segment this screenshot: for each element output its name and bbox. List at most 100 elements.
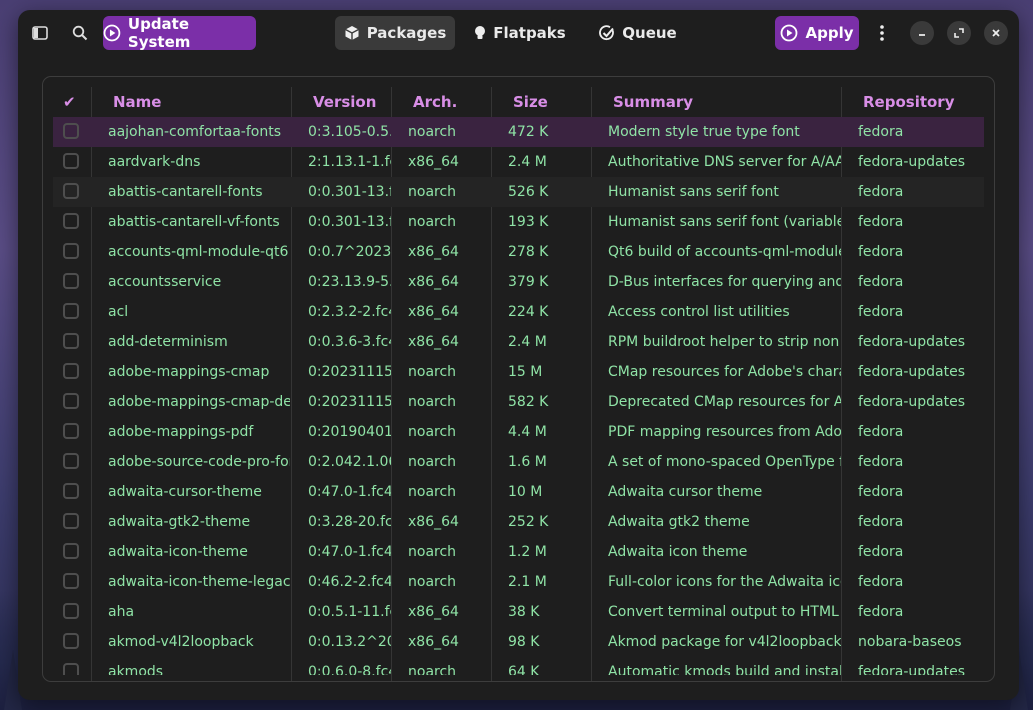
update-system-label: Update System bbox=[127, 15, 191, 51]
tab-flatpaks[interactable]: Flatpaks bbox=[465, 16, 575, 50]
column-header-arch[interactable]: Arch. bbox=[413, 93, 458, 111]
row-checkbox[interactable] bbox=[63, 663, 79, 675]
row-checkbox[interactable] bbox=[63, 333, 79, 349]
table-row[interactable]: accountsservice 0:23.13.9-5.f x86_64 379 K D… bbox=[53, 267, 984, 297]
row-checkbox[interactable] bbox=[63, 183, 79, 199]
package-repository: fedora bbox=[858, 424, 904, 440]
package-version: 0:3.28-20.fc4 bbox=[308, 514, 391, 530]
package-version: 0:0.6.0-8.fc4 bbox=[308, 664, 391, 675]
row-checkbox[interactable] bbox=[63, 573, 79, 589]
package-summary: Full-color icons for the Adwaita ico bbox=[608, 574, 841, 590]
row-checkbox[interactable] bbox=[63, 123, 79, 139]
table-row[interactable]: abattis-cantarell-vf-fonts 0:0.301-13.fc n… bbox=[53, 207, 984, 237]
package-size: 1.2 M bbox=[508, 544, 547, 560]
apply-button[interactable]: Apply bbox=[775, 16, 859, 50]
package-size: 1.6 M bbox=[508, 454, 547, 470]
row-checkbox[interactable] bbox=[63, 393, 79, 409]
package-summary: Humanist sans serif font (variable) bbox=[608, 214, 841, 230]
main-menu-button[interactable] bbox=[867, 18, 897, 48]
package-size: 15 M bbox=[508, 364, 543, 380]
row-checkbox[interactable] bbox=[63, 243, 79, 259]
row-checkbox[interactable] bbox=[63, 453, 79, 469]
column-header-version[interactable]: Version bbox=[313, 93, 377, 111]
table-row[interactable]: adobe-source-code-pro-for 0:2.042.1.06 noa… bbox=[53, 447, 984, 477]
package-summary: Adwaita cursor theme bbox=[608, 484, 763, 500]
table-row[interactable]: adobe-mappings-pdf 0:20190401- noarch 4.4 M… bbox=[53, 417, 984, 447]
table-row[interactable]: adwaita-cursor-theme 0:47.0-1.fc41 noarch 1… bbox=[53, 477, 984, 507]
column-header-name[interactable]: Name bbox=[113, 93, 162, 111]
column-header-size[interactable]: Size bbox=[513, 93, 548, 111]
table-row[interactable]: abattis-cantarell-fonts 0:0.301-13.fc noar… bbox=[53, 177, 984, 207]
row-checkbox[interactable] bbox=[63, 543, 79, 559]
table-row[interactable]: akmods 0:0.6.0-8.fc4 noarch 64 K Automatic k… bbox=[53, 657, 984, 675]
search-button[interactable] bbox=[65, 18, 95, 48]
table-row[interactable]: adobe-mappings-cmap-de 0:20231115- noarch 5… bbox=[53, 387, 984, 417]
package-arch: noarch bbox=[408, 124, 457, 140]
package-size: 526 K bbox=[508, 184, 549, 200]
tab-queue[interactable]: Queue bbox=[593, 16, 683, 50]
package-name: accountsservice bbox=[108, 274, 222, 290]
package-name: acl bbox=[108, 304, 129, 320]
minimize-button[interactable] bbox=[910, 21, 934, 45]
package-name: abattis-cantarell-vf-fonts bbox=[108, 214, 280, 230]
row-checkbox[interactable] bbox=[63, 273, 79, 289]
row-checkbox[interactable] bbox=[63, 213, 79, 229]
package-name: accounts-qml-module-qt6 bbox=[108, 244, 289, 260]
package-summary: Adwaita icon theme bbox=[608, 544, 748, 560]
table-row[interactable]: aajohan-comfortaa-fonts 0:3.105-0.5.2 noar… bbox=[53, 117, 984, 147]
sidebar-icon bbox=[32, 26, 48, 40]
package-arch: noarch bbox=[408, 424, 457, 440]
column-header-repository[interactable]: Repository bbox=[863, 93, 955, 111]
tab-packages[interactable]: Packages bbox=[335, 16, 455, 50]
row-checkbox[interactable] bbox=[63, 423, 79, 439]
table-row[interactable]: akmod-v4l2loopback 0:0.13.2^202 x86_64 98 K… bbox=[53, 627, 984, 657]
package-size: 224 K bbox=[508, 304, 549, 320]
package-summary: Automatic kmods build and install bbox=[608, 664, 841, 675]
table-row[interactable]: add-determinism 0:0.3.6-3.fc4 x86_64 2.4 M R… bbox=[53, 327, 984, 357]
package-arch: noarch bbox=[408, 184, 457, 200]
package-size: 252 K bbox=[508, 514, 549, 530]
row-checkbox[interactable] bbox=[63, 483, 79, 499]
table-row[interactable]: adwaita-icon-theme-legacy 0:46.2-2.fc41 no… bbox=[53, 567, 984, 597]
update-system-button[interactable]: Update System bbox=[103, 15, 256, 51]
package-version: 0:3.105-0.5.2 bbox=[308, 124, 391, 140]
table-row[interactable]: adwaita-gtk2-theme 0:3.28-20.fc4 x86_64 252… bbox=[53, 507, 984, 537]
row-checkbox[interactable] bbox=[63, 303, 79, 319]
tab-packages-label: Packages bbox=[366, 24, 447, 42]
sidebar-toggle-button[interactable] bbox=[25, 18, 55, 48]
row-checkbox[interactable] bbox=[63, 153, 79, 169]
package-summary: Access control list utilities bbox=[608, 304, 790, 320]
table-row[interactable]: aha 0:0.5.1-11.fc x86_64 38 K Convert termin… bbox=[53, 597, 984, 627]
package-name: adwaita-icon-theme bbox=[108, 544, 248, 560]
select-all-checkmark[interactable]: ✔ bbox=[63, 93, 76, 111]
row-checkbox[interactable] bbox=[63, 513, 79, 529]
package-arch: noarch bbox=[408, 214, 457, 230]
play-circle-icon bbox=[781, 24, 798, 42]
package-summary: Humanist sans serif font bbox=[608, 184, 779, 200]
package-repository: fedora bbox=[858, 304, 904, 320]
row-checkbox[interactable] bbox=[63, 363, 79, 379]
table-row[interactable]: adwaita-icon-theme 0:47.0-1.fc41 noarch 1.2… bbox=[53, 537, 984, 567]
package-version: 0:2.3.2-2.fc4 bbox=[308, 304, 391, 320]
maximize-button[interactable] bbox=[947, 21, 971, 45]
apply-label: Apply bbox=[805, 24, 854, 42]
row-checkbox[interactable] bbox=[63, 633, 79, 649]
close-button[interactable] bbox=[984, 21, 1008, 45]
restore-icon bbox=[954, 28, 964, 38]
play-circle-icon bbox=[103, 24, 121, 42]
column-header-summary[interactable]: Summary bbox=[613, 93, 694, 111]
row-checkbox[interactable] bbox=[63, 603, 79, 619]
column-divider bbox=[291, 87, 292, 681]
table-row[interactable]: adobe-mappings-cmap 0:20231115- noarch 15 M… bbox=[53, 357, 984, 387]
package-size: 193 K bbox=[508, 214, 549, 230]
package-size: 10 M bbox=[508, 484, 543, 500]
package-arch: x86_64 bbox=[408, 604, 459, 620]
search-icon bbox=[72, 25, 88, 41]
package-version: 0:47.0-1.fc41 bbox=[308, 484, 391, 500]
package-name: aha bbox=[108, 604, 135, 620]
package-repository: fedora-updates bbox=[858, 664, 966, 675]
table-row[interactable]: accounts-qml-module-qt6 0:0.7^20231 x86_64… bbox=[53, 237, 984, 267]
table-row[interactable]: acl 0:2.3.2-2.fc4 x86_64 224 K Access contro… bbox=[53, 297, 984, 327]
table-row[interactable]: aardvark-dns 2:1.13.1-1.fc x86_64 2.4 M Auth… bbox=[53, 147, 984, 177]
package-version: 0:0.301-13.fc bbox=[308, 184, 391, 200]
